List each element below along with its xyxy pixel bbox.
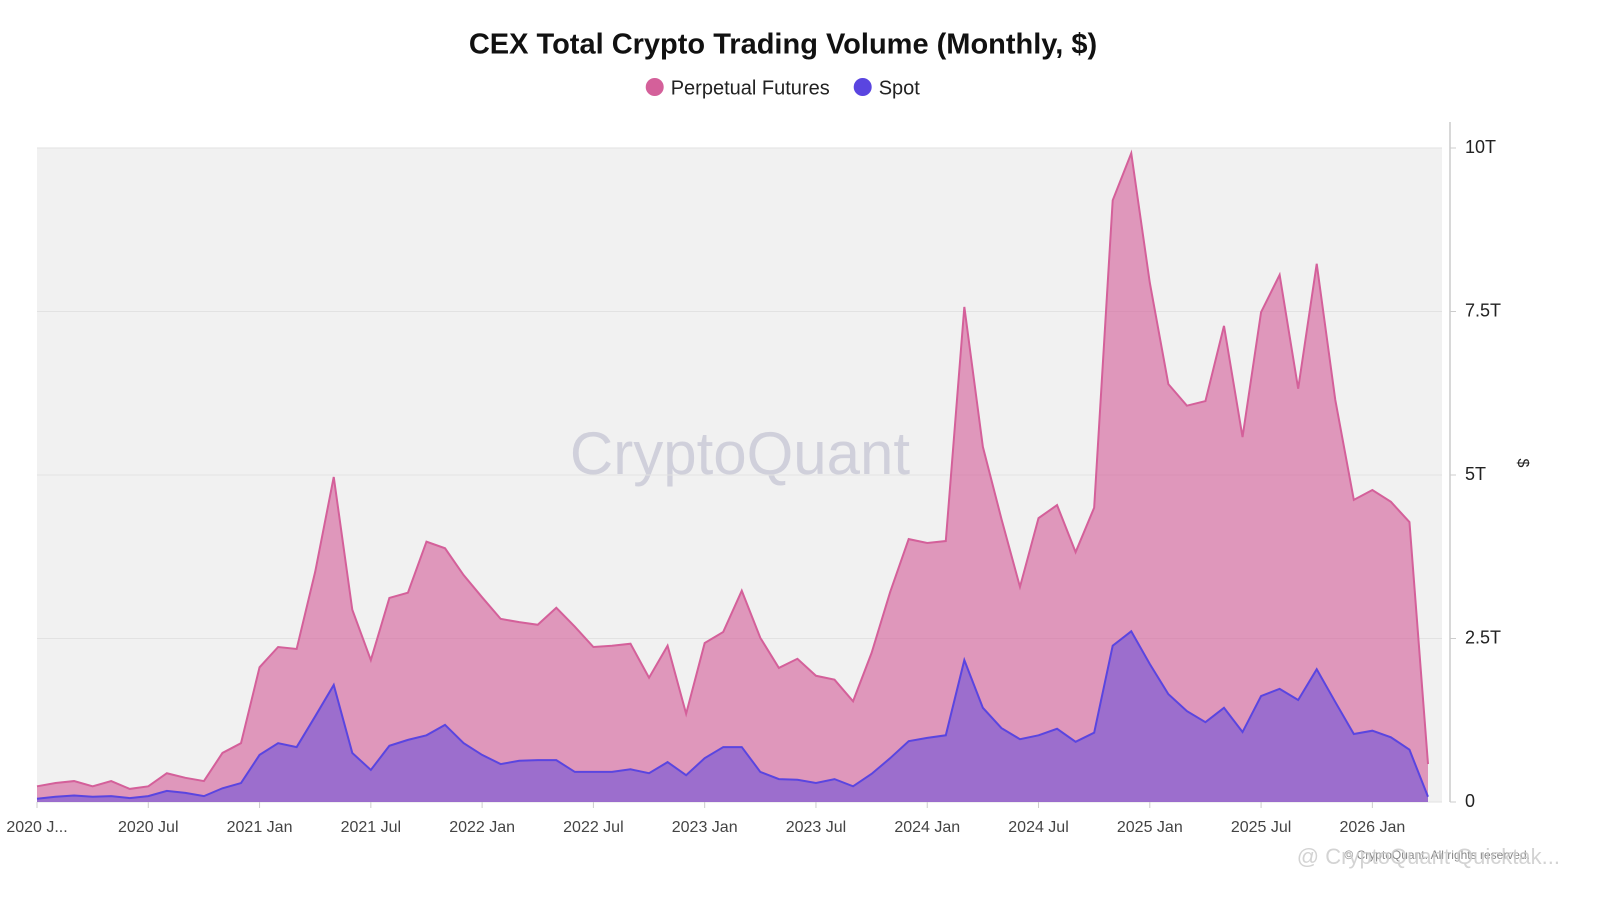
x-tick-label: 2021 Jul xyxy=(341,819,402,836)
legend-swatch xyxy=(645,78,664,96)
y-tick-label: 7.5T xyxy=(1465,300,1501,320)
line xyxy=(36,149,1429,790)
x-tick-label: 2023 Jan xyxy=(672,819,738,836)
x-tick-label: 2022 Jul xyxy=(563,819,624,836)
y-tick-label: 0 xyxy=(1465,791,1475,811)
line xyxy=(36,629,1429,800)
x-tick-label: 2026 Jan xyxy=(1339,819,1405,836)
chart-title: CEX Total Crypto Trading Volume (Monthly… xyxy=(469,29,1097,61)
x-tick-label: 2021 Jan xyxy=(227,819,293,836)
x-tick-label: 2022 Jan xyxy=(449,819,515,836)
x-tick-label: 2025 Jul xyxy=(1231,819,1292,836)
watermark: CryptoQuant xyxy=(570,420,910,487)
x-tick-label: 2023 Jul xyxy=(786,819,847,836)
area xyxy=(37,631,1428,802)
legend-label: Perpetual Futures xyxy=(671,77,830,99)
x-tick-label: 2025 Jan xyxy=(1117,819,1183,836)
overlay-text: @ CryptoQuant Quicktak... xyxy=(1297,844,1560,869)
y-tick-label: 5T xyxy=(1465,464,1486,484)
x-tick-label: 2020 Jul xyxy=(118,819,179,836)
x-tick-label: 2024 Jul xyxy=(1008,819,1069,836)
legend-swatch xyxy=(853,78,872,96)
footer: © CryptoQuant. All rights reserved. xyxy=(1344,848,1530,862)
legend-label: Spot xyxy=(879,77,921,99)
y-axis-title: $ xyxy=(1514,459,1531,468)
x-tick-label: 2020 J... xyxy=(6,819,67,836)
y-tick-label: 2.5T xyxy=(1465,627,1501,647)
y-tick-label: 10T xyxy=(1465,137,1496,157)
x-tick-label: 2024 Jan xyxy=(894,819,960,836)
legend: Perpetual Futures Spot xyxy=(645,77,921,99)
area xyxy=(37,153,1428,802)
